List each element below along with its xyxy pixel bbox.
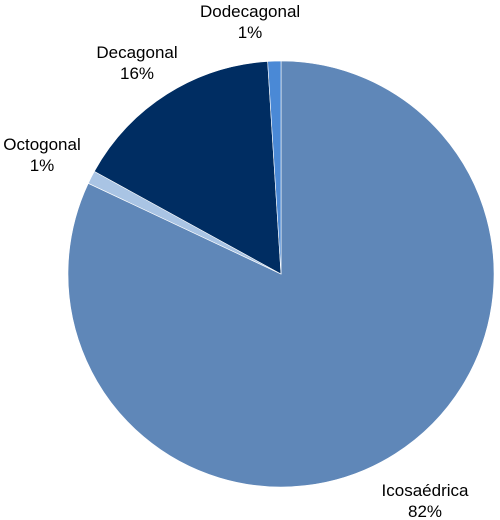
slice-value-octogonal: 1% xyxy=(29,156,55,175)
pie-slice-dodecagonal xyxy=(267,60,282,275)
slice-value-decagonal: 16% xyxy=(119,64,155,83)
slice-label-decagonal: Decagonal 16% xyxy=(87,42,187,84)
slice-value-dodecagonal: 1% xyxy=(237,23,263,42)
slice-name-icosaedrica: Icosaédrica xyxy=(381,481,469,500)
pie-slice-decagonal xyxy=(93,61,282,275)
pie-slice-icosaedrica xyxy=(67,60,495,488)
slice-name-dodecagonal: Dodecagonal xyxy=(200,2,301,21)
slice-label-octogonal: Octogonal 1% xyxy=(0,134,92,176)
slice-label-icosaedrica: Icosaédrica 82% xyxy=(370,480,480,520)
slice-name-decagonal: Decagonal xyxy=(96,43,178,62)
slice-value-icosaedrica: 82% xyxy=(407,502,443,520)
slice-name-octogonal: Octogonal xyxy=(3,135,81,154)
slice-label-dodecagonal: Dodecagonal 1% xyxy=(200,1,300,43)
